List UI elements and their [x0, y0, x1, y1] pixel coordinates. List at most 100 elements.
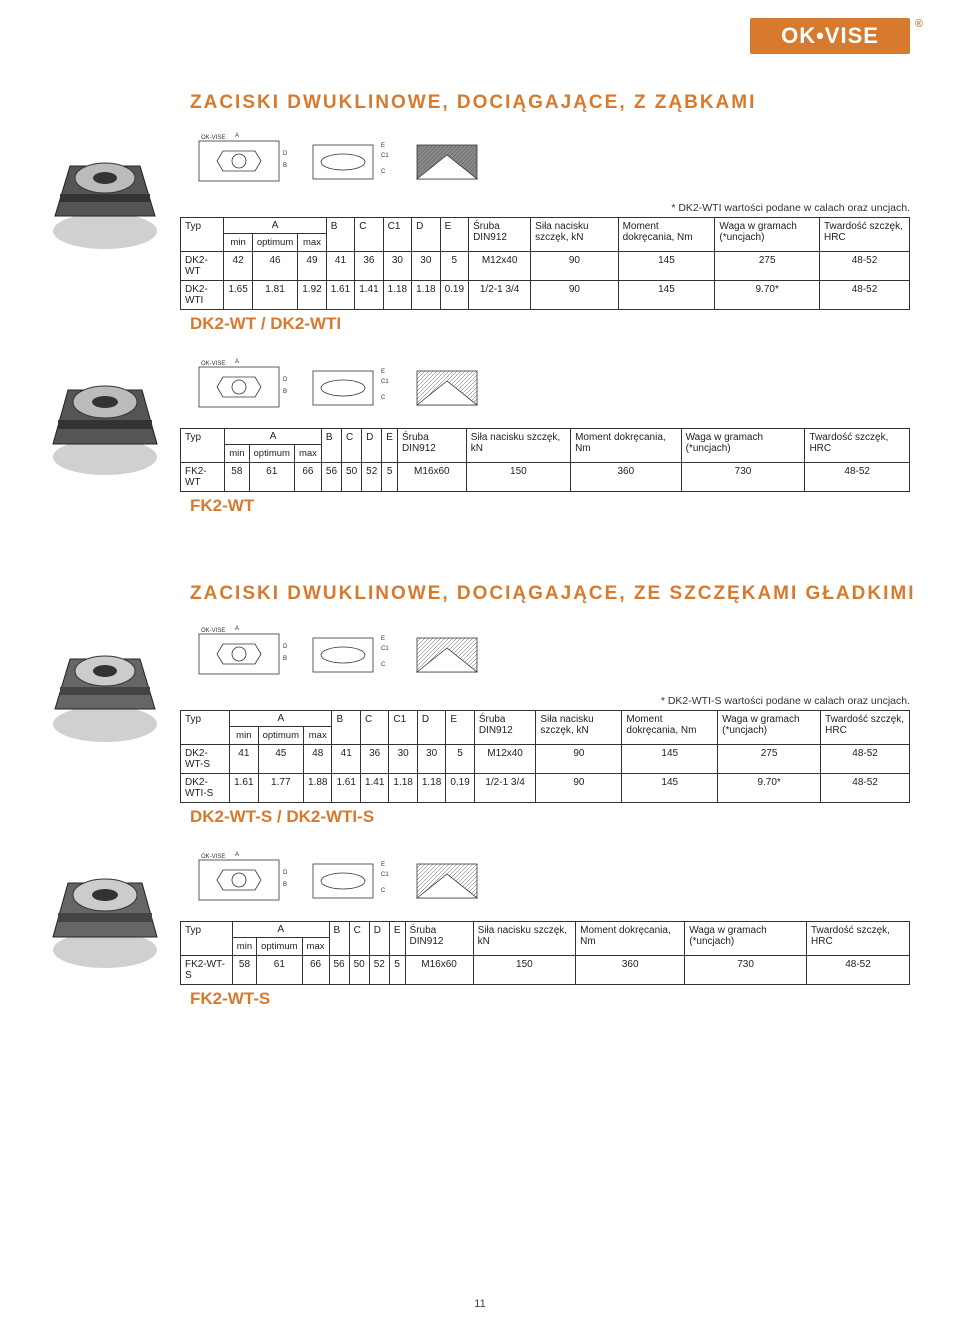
table-cell: 145	[622, 773, 718, 802]
table-cell: 48-52	[821, 744, 910, 773]
col-d: D	[412, 218, 440, 252]
col-force: Siła nacisku szczęk, kN	[466, 429, 570, 463]
table-cell: 66	[302, 955, 329, 984]
table-body: FK2-WT-S5861665650525M16x6015036073048-5…	[181, 955, 910, 984]
clamp-icon	[40, 136, 170, 256]
col-b: B	[326, 218, 354, 252]
col-c: C	[342, 429, 362, 463]
table-cell: 30	[417, 744, 445, 773]
table-cell: 730	[681, 463, 805, 492]
drawing-front	[398, 619, 496, 689]
svg-text:C1: C1	[381, 153, 389, 159]
table-cell: 5	[389, 955, 405, 984]
sub-opt: optimum	[252, 234, 297, 252]
table-body: DK2-WT-S414548413630305M12x409014527548-…	[181, 744, 910, 802]
svg-text:OK-VISE: OK-VISE	[201, 628, 225, 634]
sub-opt: optimum	[249, 445, 294, 463]
table-cell: 46	[252, 252, 297, 281]
table-cell: 30	[412, 252, 440, 281]
table-cell: 1.18	[389, 773, 417, 802]
table-cell: 90	[536, 773, 622, 802]
tech-drawings: OK-VISE A B D C1 C E	[190, 619, 910, 689]
table-cell: 45	[258, 744, 303, 773]
sub-max: max	[298, 234, 326, 252]
product-photo	[30, 126, 180, 266]
sub-max: max	[294, 445, 321, 463]
table-cell: 66	[294, 463, 321, 492]
right-col: OK-VISE A B D C1 C E	[180, 126, 960, 334]
table-cell: 61	[249, 463, 294, 492]
table-cell: 1.18	[383, 281, 411, 310]
sub-min: min	[232, 937, 256, 955]
col-screw: Śruba DIN912	[405, 921, 473, 955]
sub-opt: optimum	[257, 937, 302, 955]
table-cell: 1.18	[417, 773, 445, 802]
table-cell: 48-52	[807, 955, 910, 984]
drawing-front	[398, 352, 496, 422]
drawing-side: C1 C E	[294, 126, 392, 196]
table-cell: 30	[389, 744, 417, 773]
table-cell: 275	[715, 252, 820, 281]
table-cell: 730	[685, 955, 807, 984]
table-cell: 1/2-1 3/4	[474, 773, 536, 802]
table-cell: M16x60	[405, 955, 473, 984]
tech-drawings: OK-VISE A B D C1 C E	[190, 352, 910, 422]
col-screw: Śruba DIN912	[469, 218, 531, 252]
table-cell: 50	[342, 463, 362, 492]
table-cell: 150	[473, 955, 576, 984]
col-torque: Moment dokręcania, Nm	[622, 710, 718, 744]
table-cell: 275	[718, 744, 821, 773]
spec-table-fk2wt: Typ A B C D E Śruba DIN912 Siła nacisku …	[180, 428, 910, 492]
svg-text:A: A	[235, 852, 239, 858]
sub-min: min	[230, 726, 258, 744]
svg-text:A: A	[235, 133, 239, 139]
table-cell: 145	[618, 281, 715, 310]
drawing-top: OK-VISE A B D	[190, 352, 288, 422]
drawing-top: OK-VISE A B D	[190, 126, 288, 196]
table-cell: 52	[369, 955, 389, 984]
svg-text:C1: C1	[381, 872, 389, 878]
col-c: C	[349, 921, 369, 955]
table-body: DK2-WT424649413630305M12x409014527548-52…	[181, 252, 910, 310]
sub-min: min	[225, 445, 249, 463]
col-hardness: Twardość szczęk, HRC	[807, 921, 910, 955]
table-cell: 61	[257, 955, 302, 984]
table-cell: 48	[304, 744, 332, 773]
table-cell: 9.70*	[715, 281, 820, 310]
col-d: D	[369, 921, 389, 955]
svg-text:C1: C1	[381, 379, 389, 385]
drawing-front	[398, 126, 496, 196]
table-cell: 50	[349, 955, 369, 984]
col-a: A	[230, 710, 332, 726]
spec-table-dk2wts: Typ A B C C1 D E Śruba DIN912 Siła nacis…	[180, 710, 910, 803]
drawing-side: C1 C E	[294, 619, 392, 689]
model-label: FK2-WT	[190, 496, 910, 516]
col-b: B	[329, 921, 349, 955]
table-cell: 5	[446, 744, 474, 773]
svg-text:D: D	[283, 644, 287, 650]
svg-text:A: A	[235, 626, 239, 632]
product-photo	[30, 352, 180, 492]
table-cell: 5	[440, 252, 468, 281]
table-cell: 145	[622, 744, 718, 773]
col-weight: Waga w gramach (*uncjach)	[681, 429, 805, 463]
model-label: DK2-WT-S / DK2-WTI-S	[190, 807, 910, 827]
table-cell: 1.41	[360, 773, 388, 802]
table-cell: 48-52	[821, 773, 910, 802]
table-cell: 1.61	[332, 773, 360, 802]
table-row: FK2-WT5861665650525M16x6015036073048-52	[181, 463, 910, 492]
product-photo	[30, 845, 180, 985]
svg-text:E: E	[381, 369, 385, 375]
svg-text:OK-VISE: OK-VISE	[201, 361, 225, 367]
table-cell: 48-52	[805, 463, 910, 492]
svg-text:OK-VISE: OK-VISE	[201, 854, 225, 860]
drawing-top: OK-VISE A B D	[190, 619, 288, 689]
svg-text:E: E	[381, 143, 385, 149]
col-typ: Typ	[181, 710, 230, 744]
table-cell: M12x40	[474, 744, 536, 773]
drawing-side: C1 C E	[294, 845, 392, 915]
footnote: * DK2-WTI-S wartości podane w calach ora…	[180, 695, 910, 707]
footnote: * DK2-WTI wartości podane w calach oraz …	[180, 202, 910, 214]
col-b: B	[332, 710, 360, 744]
section1-title: ZACISKI DWUKLINOWE, DOCIĄGAJĄCE, Z ZĄBKA…	[190, 92, 960, 114]
